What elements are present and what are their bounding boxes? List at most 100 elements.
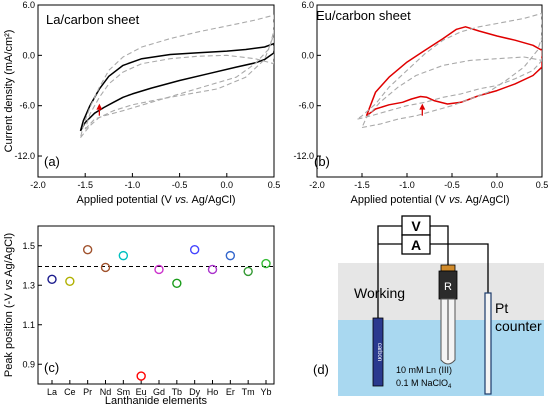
peak-point-dy — [189, 244, 200, 255]
x-tick-label: -2.0 — [309, 180, 325, 190]
reference-cv-curve-1 — [357, 12, 542, 120]
measured-cv-curve — [365, 26, 542, 117]
axis-title-italic: vs — [3, 279, 15, 291]
panel-b-curves — [357, 12, 542, 129]
panel-a-curves — [79, 14, 274, 138]
peak-arrow-head — [419, 103, 426, 110]
peak-point-gd — [154, 264, 164, 275]
peak-point-ce — [65, 276, 75, 286]
element-tick-label: Ho — [207, 387, 219, 397]
y-tick-label: 6.0 — [301, 0, 314, 10]
counter-label-pt: Pt — [495, 300, 508, 316]
peak-point-er — [225, 250, 236, 261]
panel-a-title: La/carbon sheet — [46, 12, 140, 27]
x-tick-label: 0.0 — [221, 180, 234, 190]
peak-point-ho — [207, 264, 218, 275]
counter-label-counter: counter — [495, 318, 542, 334]
y-tick-label: 6.0 — [22, 0, 35, 10]
element-tick-label: Pr — [83, 387, 92, 397]
counter-electrode — [484, 292, 492, 395]
panel-a-ylabel: Current density (mA/cm²) — [3, 30, 15, 153]
ammeter: A — [401, 234, 431, 255]
element-tick-label: Sm — [117, 387, 131, 397]
element-tick-label: Gd — [153, 387, 165, 397]
panel-b-xlabel: Applied potential (V vs. Ag/AgCl) — [351, 194, 510, 206]
peak-point-pr — [82, 244, 93, 255]
panel-a-ticks: -2.0 -1.5 -1.0 -0.5 0.0 0.5 6.0 0.0 -6.0 -12.0 — [14, 0, 280, 190]
element-tick-label: Ce — [64, 387, 76, 397]
solution-line-2-main: 0.1 M NaClO — [396, 378, 448, 388]
element-tick-label: Eu — [136, 387, 147, 397]
y-tick-label: 1.5 — [22, 241, 35, 251]
x-tick-label: 0.0 — [491, 180, 504, 190]
working-label: Working — [354, 285, 405, 301]
x-tick-label: 0.5 — [536, 180, 549, 190]
element-tick-label: Yb — [260, 387, 271, 397]
x-tick-label: -0.5 — [444, 180, 460, 190]
solution-line-1: 10 mM Ln (III) — [396, 365, 452, 375]
panel-c-letter: (c) — [44, 360, 59, 375]
element-tick-label: Dy — [189, 387, 200, 397]
x-tick-label: -2.0 — [30, 180, 46, 190]
panel-b-frame — [316, 4, 543, 178]
peak-point-tm — [243, 266, 253, 277]
element-tick-label: Tm — [242, 387, 255, 397]
panel-b-cv-plot: -2.0 -1.5 -1.0 -0.5 0.0 0.5 6.0 0.0 -6.0 -12.0 Eu… — [293, 0, 548, 206]
panel-c-ticks: 0.9 1.1 1.3 1.5 La Ce Pr Nd Sm Eu Gd Tb Dy Ho Er Tm Yb — [22, 241, 271, 397]
y-tick-label: -6.0 — [298, 101, 314, 111]
panel-d-letter: (d) — [313, 362, 329, 377]
panel-b-annotations — [419, 103, 426, 116]
reference-cv-curve-1 — [79, 14, 274, 138]
element-tick-label: La — [47, 387, 57, 397]
reference-cv-curve-2 — [84, 29, 274, 130]
panel-a-cv-plot: -2.0 -1.5 -1.0 -0.5 0.0 0.5 6.0 0.0 -6.0 -12.0 La… — [3, 0, 280, 206]
peak-point-tb — [172, 278, 182, 288]
measured-cv-curve — [79, 42, 274, 132]
panel-a-xlabel: Applied potential (V vs. Ag/AgCl) — [77, 194, 236, 206]
y-tick-label: 0.9 — [22, 359, 35, 369]
peak-point-nd — [100, 262, 111, 273]
panel-d-setup-diagram: V A carbon Working R Pt counter 10 mM Ln… — [313, 215, 544, 396]
x-tick-label: -1.5 — [354, 180, 370, 190]
panel-b-letter: (b) — [314, 154, 330, 169]
working-electrode-label: carbon — [376, 343, 382, 361]
element-tick-label: Tb — [172, 387, 183, 397]
x-tick-label: -1.5 — [77, 180, 93, 190]
working-electrode: carbon — [372, 317, 384, 387]
voltmeter: V — [401, 215, 431, 236]
y-tick-label: -12.0 — [14, 151, 35, 161]
panel-a-annotations — [96, 103, 103, 116]
wire-working-to-v — [377, 225, 402, 318]
ammeter-label: A — [411, 237, 421, 253]
panel-a-letter: (a) — [44, 154, 60, 169]
panel-c-xlabel: Lanthanide elements — [105, 395, 208, 407]
panel-c-frame — [37, 225, 275, 385]
element-tick-label: Nd — [100, 387, 112, 397]
axis-title-italic: vs. — [175, 194, 189, 206]
y-tick-label: 0.0 — [22, 50, 35, 60]
peak-point-la — [47, 274, 57, 285]
x-tick-label: -0.5 — [172, 180, 188, 190]
panel-c-scatter-plot: 0.9 1.1 1.3 1.5 La Ce Pr Nd Sm Eu Gd Tb Dy Ho Er Tm Yb (… — [3, 225, 275, 407]
reference-electrode: R — [438, 264, 458, 365]
solution-line-2: 0.1 M NaClO4 — [396, 378, 452, 390]
wire-a-to-counter — [430, 243, 489, 293]
x-tick-label: -1.0 — [125, 180, 141, 190]
x-tick-label: -1.0 — [399, 180, 415, 190]
peak-point-yb — [261, 258, 271, 269]
y-tick-label: 1.3 — [22, 280, 35, 290]
element-tick-label: Er — [226, 387, 235, 397]
axis-title-italic: vs. — [449, 194, 463, 206]
panel-a-frame — [37, 4, 275, 178]
x-tick-label: 0.5 — [268, 180, 281, 190]
y-tick-label: -6.0 — [19, 101, 35, 111]
peak-arrow-head — [96, 103, 103, 110]
peak-point-sm — [118, 250, 129, 261]
reference-electrode-label: R — [444, 281, 452, 293]
voltmeter-label: V — [411, 218, 421, 234]
panel-b-title: Eu/carbon sheet — [316, 8, 411, 23]
wire-v-to-reference — [430, 225, 449, 265]
y-tick-label: 1.1 — [22, 320, 35, 330]
y-tick-label: -12.0 — [293, 151, 314, 161]
